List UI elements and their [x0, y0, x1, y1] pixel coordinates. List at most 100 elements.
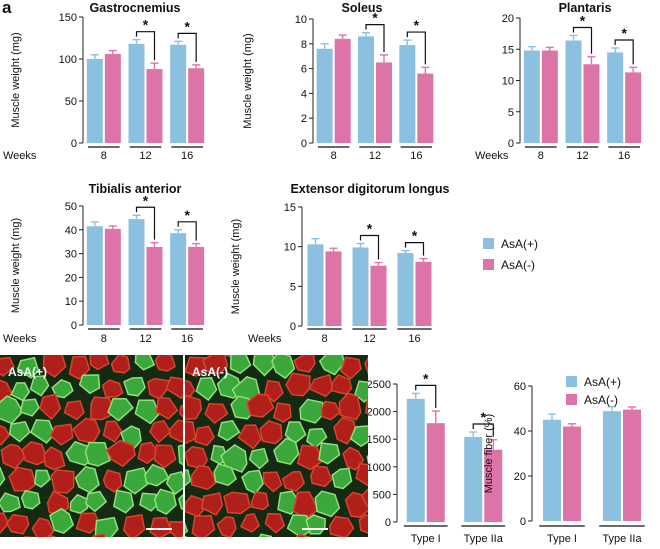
- legend-a-swatch-minus: [483, 259, 494, 270]
- fiber-type-iia: [68, 355, 91, 380]
- y-tick-label: 10: [65, 296, 77, 308]
- fiber-type-iia: [115, 355, 116, 356]
- fiber-type-iia: [295, 533, 312, 537]
- x-tick-label: 8: [101, 333, 107, 345]
- x-axis-prefix-label: Weeks: [3, 333, 37, 345]
- fiber-type-iia: [0, 512, 10, 535]
- y-tick-label: 5: [508, 107, 514, 119]
- x-tick-label: 16: [410, 150, 422, 162]
- fiber-type-i: [318, 442, 341, 465]
- x-tick-label: Type IIa: [464, 533, 504, 545]
- fiber-type-iia: [0, 379, 14, 403]
- fiber-type-i: [218, 536, 221, 537]
- significance-bracket: [135, 31, 156, 61]
- fiber-type-iia: [92, 533, 106, 537]
- significance-bracket: [614, 39, 634, 65]
- fiber-type-iia: [364, 356, 368, 375]
- bar-asa-plus: [358, 36, 374, 143]
- significance-bracket: [472, 423, 494, 437]
- y-tick-label: 1500: [367, 434, 391, 446]
- chart-pla: Plantaris 0 5 10 15 20 8 * 12 * 16 Weeks: [475, 1, 642, 162]
- fiber-type-i: [219, 443, 248, 473]
- fiber-type-iia: [105, 439, 136, 468]
- y-tick-label: 40: [65, 225, 77, 237]
- y-tick-label: 40: [514, 426, 526, 438]
- significance-star: *: [423, 370, 429, 386]
- chart-title: Plantaris: [559, 1, 612, 15]
- fiber-type-iia: [89, 355, 110, 371]
- fiber-type-iia: [5, 513, 30, 535]
- fiber-type-iia: [185, 446, 209, 470]
- fiber-type-i: [195, 377, 218, 402]
- x-tick-label: 12: [576, 150, 588, 162]
- significance-bracket: [177, 221, 197, 241]
- bar-asa-minus: [188, 246, 205, 325]
- y-tick-label: 2000: [367, 407, 391, 419]
- bar-asa-plus: [316, 48, 333, 144]
- fiber-type-iia: [246, 393, 275, 418]
- significance-star: *: [481, 409, 487, 425]
- fiber-type-iia: [39, 393, 62, 421]
- bar-asa-plus: [307, 244, 324, 326]
- fiber-type-i: [0, 538, 21, 549]
- fiber-type-iia: [110, 355, 131, 374]
- bar-asa-minus: [625, 72, 642, 143]
- bar-asa-minus: [417, 73, 434, 143]
- fiber-type-iia: [330, 373, 353, 395]
- x-tick-label: 12: [139, 333, 151, 345]
- significance-bracket: [404, 242, 425, 256]
- fiber-type-iia: [285, 372, 311, 397]
- fiber-type-i: [344, 540, 365, 549]
- scale-bar: [302, 528, 328, 530]
- legend-b: AsA(+) AsA(-): [566, 375, 621, 407]
- y-tick-label: 2500: [367, 379, 391, 391]
- bar-asa-minus: [426, 423, 445, 522]
- fiber-type-iia: [380, 331, 400, 350]
- fiber-type-i: [29, 375, 50, 397]
- x-axis-prefix-label: Weeks: [3, 150, 37, 162]
- x-tick-label: 16: [181, 333, 193, 345]
- chart-fib: 0 20 40 60 Muscle fiber (%) Type I Type IIa: [483, 381, 645, 545]
- x-tick-label: 12: [369, 150, 381, 162]
- bar-asa-minus: [146, 69, 163, 143]
- chart-title: Extensor digitorum longus: [290, 182, 449, 196]
- fiber-type-iia: [90, 396, 116, 421]
- y-axis-label: Muscle weight (mg): [242, 33, 254, 128]
- significance-star: *: [184, 207, 190, 223]
- significance-star: *: [580, 13, 586, 29]
- fiber-type-iia: [321, 539, 340, 549]
- fiber-type-i: [213, 463, 238, 487]
- significance-star: *: [621, 25, 627, 41]
- fiber-type-iia: [310, 465, 333, 488]
- fiber-type-i: [177, 444, 183, 466]
- y-tick-label: 150: [59, 12, 77, 24]
- y-tick-label: 0: [520, 516, 526, 528]
- fiber-type-iia: [149, 516, 173, 537]
- bar-asa-plus: [543, 419, 561, 521]
- fiber-type-iia: [296, 444, 324, 471]
- fiber-type-i: [284, 421, 307, 444]
- chart-title: Tibialis anterior: [89, 182, 182, 196]
- fiber-type-iia: [358, 514, 368, 534]
- fiber-type-iia: [202, 355, 229, 375]
- bar-asa-plus: [464, 436, 483, 522]
- legend-b-swatch-plus: [566, 376, 577, 387]
- fiber-type-iia: [328, 515, 355, 537]
- fiber-type-iia: [178, 537, 197, 549]
- fiber-type-i: [107, 397, 134, 422]
- fiber-type-i: [112, 489, 135, 514]
- y-tick-label: 2: [301, 113, 307, 125]
- fiber-type-iia: [50, 469, 75, 494]
- fiber-type-i: [49, 507, 75, 534]
- x-axis-prefix-label: Weeks: [475, 150, 509, 162]
- fiber-type-iia: [320, 400, 342, 421]
- fiber-type-iia: [355, 462, 368, 487]
- bar-asa-plus: [170, 44, 187, 143]
- significance-bracket: [359, 234, 380, 260]
- fiber-type-iia: [101, 379, 124, 398]
- fiber-type-i: [306, 427, 328, 449]
- x-tick-label: 8: [321, 333, 327, 345]
- y-tick-label: 0: [508, 138, 514, 150]
- significance-bracket: [365, 24, 385, 52]
- y-axis-label: Muscle weight (mg): [10, 218, 22, 313]
